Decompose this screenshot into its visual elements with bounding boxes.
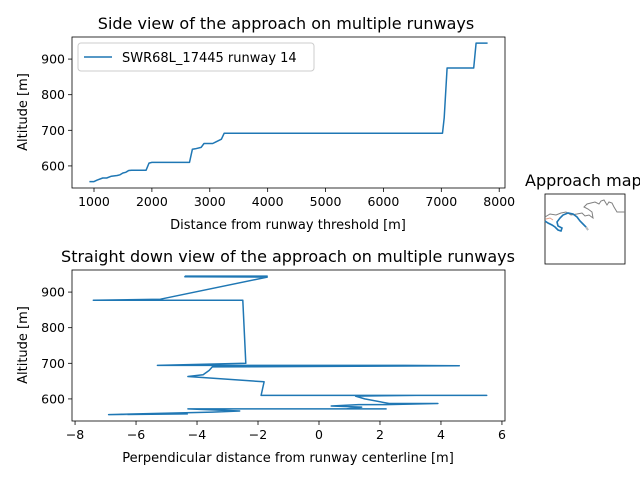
- down-view-xlabel: Perpendicular distance from runway cente…: [122, 451, 454, 466]
- down-view-ytick-label: 700: [41, 356, 65, 371]
- side-view-chart: Side view of the approach on multiple ru…: [16, 14, 515, 233]
- side-view-ytick-label: 800: [41, 87, 65, 102]
- down-view-xtick-label: −8: [66, 427, 84, 442]
- side-view-plot-frame: [71, 36, 506, 189]
- side-view-title: Side view of the approach on multiple ru…: [98, 14, 474, 33]
- side-view-ytick-label: 600: [41, 158, 65, 173]
- down-view-ticks: −8 −6 −4 −2 0 2 4 6 600 700 800 900: [41, 285, 506, 442]
- side-view-series: [89, 42, 488, 183]
- legend-box: [77, 42, 315, 72]
- side-view-ylabel: Altitude [m]: [16, 73, 31, 151]
- down-view-ytick-label: 900: [41, 285, 65, 300]
- down-view-xtick-label: −6: [127, 427, 145, 442]
- legend-entry: SWR68L_17445 runway 14: [122, 51, 297, 66]
- side-view-ytick-label: 900: [41, 52, 65, 67]
- side-view-xtick-label: 1000: [78, 194, 110, 209]
- down-view-ylabel: Altitude [m]: [16, 306, 31, 384]
- side-view-xtick-label: 6000: [368, 194, 400, 209]
- approach-map-track-line: [544, 212, 589, 233]
- down-view-plot-frame: [71, 269, 506, 422]
- down-view-ytick-label: 600: [41, 391, 65, 406]
- down-view-xtick-label: 0: [315, 427, 323, 442]
- down-view-xtick-label: −4: [188, 427, 206, 442]
- side-view-xtick-label: 2000: [136, 194, 168, 209]
- side-view-series-line: [89, 42, 488, 183]
- approach-map-inset: Approach map: [525, 171, 640, 265]
- side-view-ytick-label: 700: [41, 123, 65, 138]
- side-view-legend: SWR68L_17445 runway 14: [77, 42, 315, 72]
- side-view-xtick-label: 4000: [252, 194, 284, 209]
- side-view-xtick-label: 7000: [425, 194, 457, 209]
- down-view-xtick-label: 4: [437, 427, 445, 442]
- down-view-xtick-label: −2: [249, 427, 267, 442]
- side-view-xtick-label: 3000: [194, 194, 226, 209]
- down-view-title: Straight down view of the approach on mu…: [61, 247, 515, 266]
- down-view-ytick-label: 800: [41, 320, 65, 335]
- side-view-xlabel: Distance from runway threshold [m]: [170, 218, 406, 233]
- side-view-xtick-label: 8000: [483, 194, 515, 209]
- down-view-xtick-label: 6: [498, 427, 506, 442]
- side-view-xtick-label: 5000: [310, 194, 342, 209]
- approach-map-title: Approach map: [525, 171, 640, 190]
- down-view-xtick-label: 2: [376, 427, 384, 442]
- approach-map-feature-line: [545, 217, 554, 221]
- side-view-ticks: 1000 2000 3000 4000 5000 6000 7000 8000 600 700 80…: [41, 52, 515, 209]
- down-view-series-line: [92, 275, 488, 416]
- down-view-series: [92, 275, 488, 416]
- approach-map-runway-line: [585, 226, 589, 231]
- down-view-chart: Straight down view of the approach on mu…: [16, 247, 515, 466]
